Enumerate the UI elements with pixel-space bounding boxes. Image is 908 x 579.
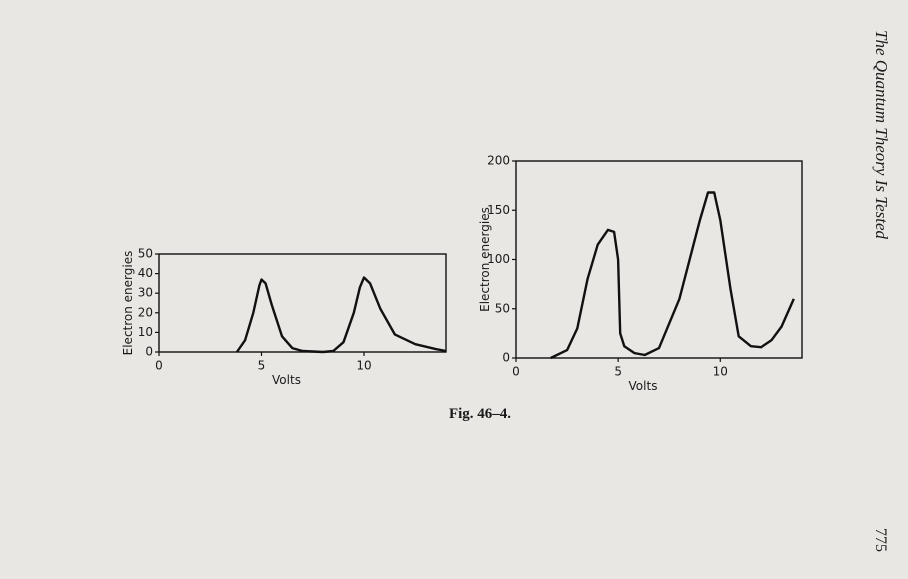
y-axis-label: Electron energies	[121, 251, 135, 356]
y-tick-label: 40	[138, 266, 153, 280]
page-number: 775	[872, 528, 889, 552]
plot-frame	[515, 160, 803, 359]
data-line	[550, 191, 795, 360]
figure-caption: Fig. 46–4.	[449, 406, 511, 422]
y-tick-label: 0	[502, 351, 510, 365]
x-tick-label: 0	[155, 359, 163, 373]
page-header: The Quantum Theory Is Tested	[872, 30, 891, 240]
y-tick-label: 50	[138, 247, 153, 261]
x-tick-label: 10	[356, 359, 371, 373]
y-tick-label: 20	[138, 305, 153, 319]
y-tick-label: 150	[487, 203, 510, 217]
x-tick-label: 0	[512, 365, 520, 379]
y-tick-label: 200	[487, 154, 510, 168]
y-tick-label: 50	[495, 301, 510, 315]
x-tick-label: 5	[614, 365, 622, 379]
y-tick-label: 100	[487, 252, 510, 266]
y-tick-label: 0	[145, 345, 153, 359]
data-line	[235, 276, 447, 354]
x-axis-label: Volts	[272, 373, 301, 387]
x-tick-label: 10	[713, 365, 728, 379]
y-tick-label: 10	[138, 325, 153, 339]
x-axis-label: Volts	[629, 379, 658, 393]
y-axis-label: Electron energies	[478, 207, 492, 312]
y-tick-label: 30	[138, 286, 153, 300]
x-tick-label: 5	[258, 359, 266, 373]
